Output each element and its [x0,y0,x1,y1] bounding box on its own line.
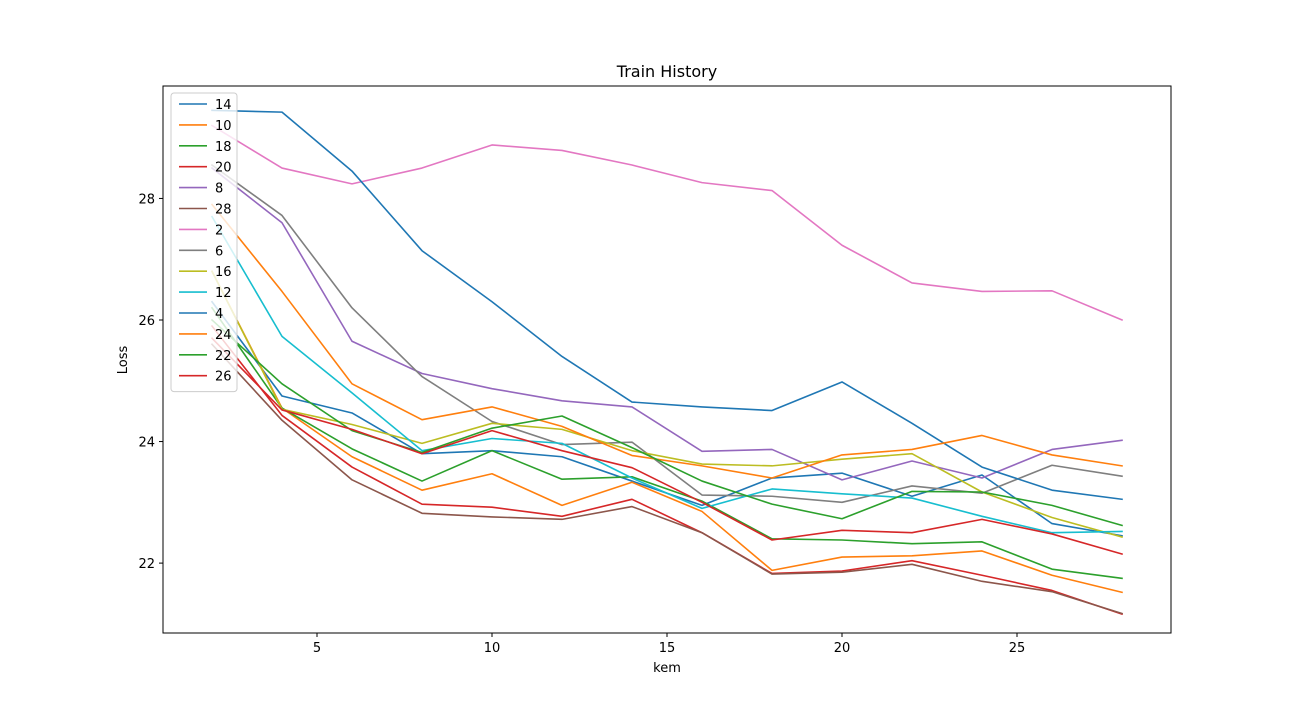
legend-label-20: 20 [215,161,232,176]
legend-label-18: 18 [215,140,232,155]
y-axis-label: Loss [116,346,131,375]
series-line-24 [210,203,1123,479]
legend-label-4: 4 [215,307,223,322]
x-tick-label: 5 [313,641,321,656]
series-line-28 [210,343,1124,615]
legend-label-22: 22 [215,349,232,364]
series-line-26 [210,337,1123,555]
series-line-16 [210,270,1123,538]
legend-label-24: 24 [215,328,232,343]
x-tick-label: 10 [484,641,501,656]
series-line-18 [210,306,1123,580]
legend-label-28: 28 [215,203,232,218]
series-line-8 [210,166,1123,481]
legend-box [170,92,238,393]
legend-label-16: 16 [215,265,232,280]
x-axis: 5 10 15 20 25 [313,633,1025,656]
y-tick-label: 26 [138,314,155,329]
legend-label-10: 10 [215,119,232,134]
series-line-20 [210,324,1124,616]
legend-label-14: 14 [215,98,232,113]
y-tick-label: 28 [138,192,155,207]
x-tick-label: 25 [1009,641,1026,656]
y-tick-label: 24 [138,436,155,451]
series-line-2 [210,124,1124,322]
legend-label-2: 2 [215,223,223,238]
legend-label-8: 8 [215,182,223,197]
chart-title: Train History [616,62,717,81]
series-layer [210,109,1124,616]
x-tick-label: 15 [659,641,676,656]
legend-label-12: 12 [215,286,232,301]
plot-area [163,86,1171,633]
legend-label-6: 6 [215,244,223,259]
series-line-4 [211,109,1123,501]
x-axis-label: kem [653,661,681,676]
y-tick-label: 22 [138,557,155,572]
series-line-12 [210,215,1123,534]
y-axis: 22 24 26 28 [138,192,163,572]
legend-label-26: 26 [215,370,232,385]
x-tick-label: 20 [834,641,851,656]
series-line-10 [210,270,1123,594]
